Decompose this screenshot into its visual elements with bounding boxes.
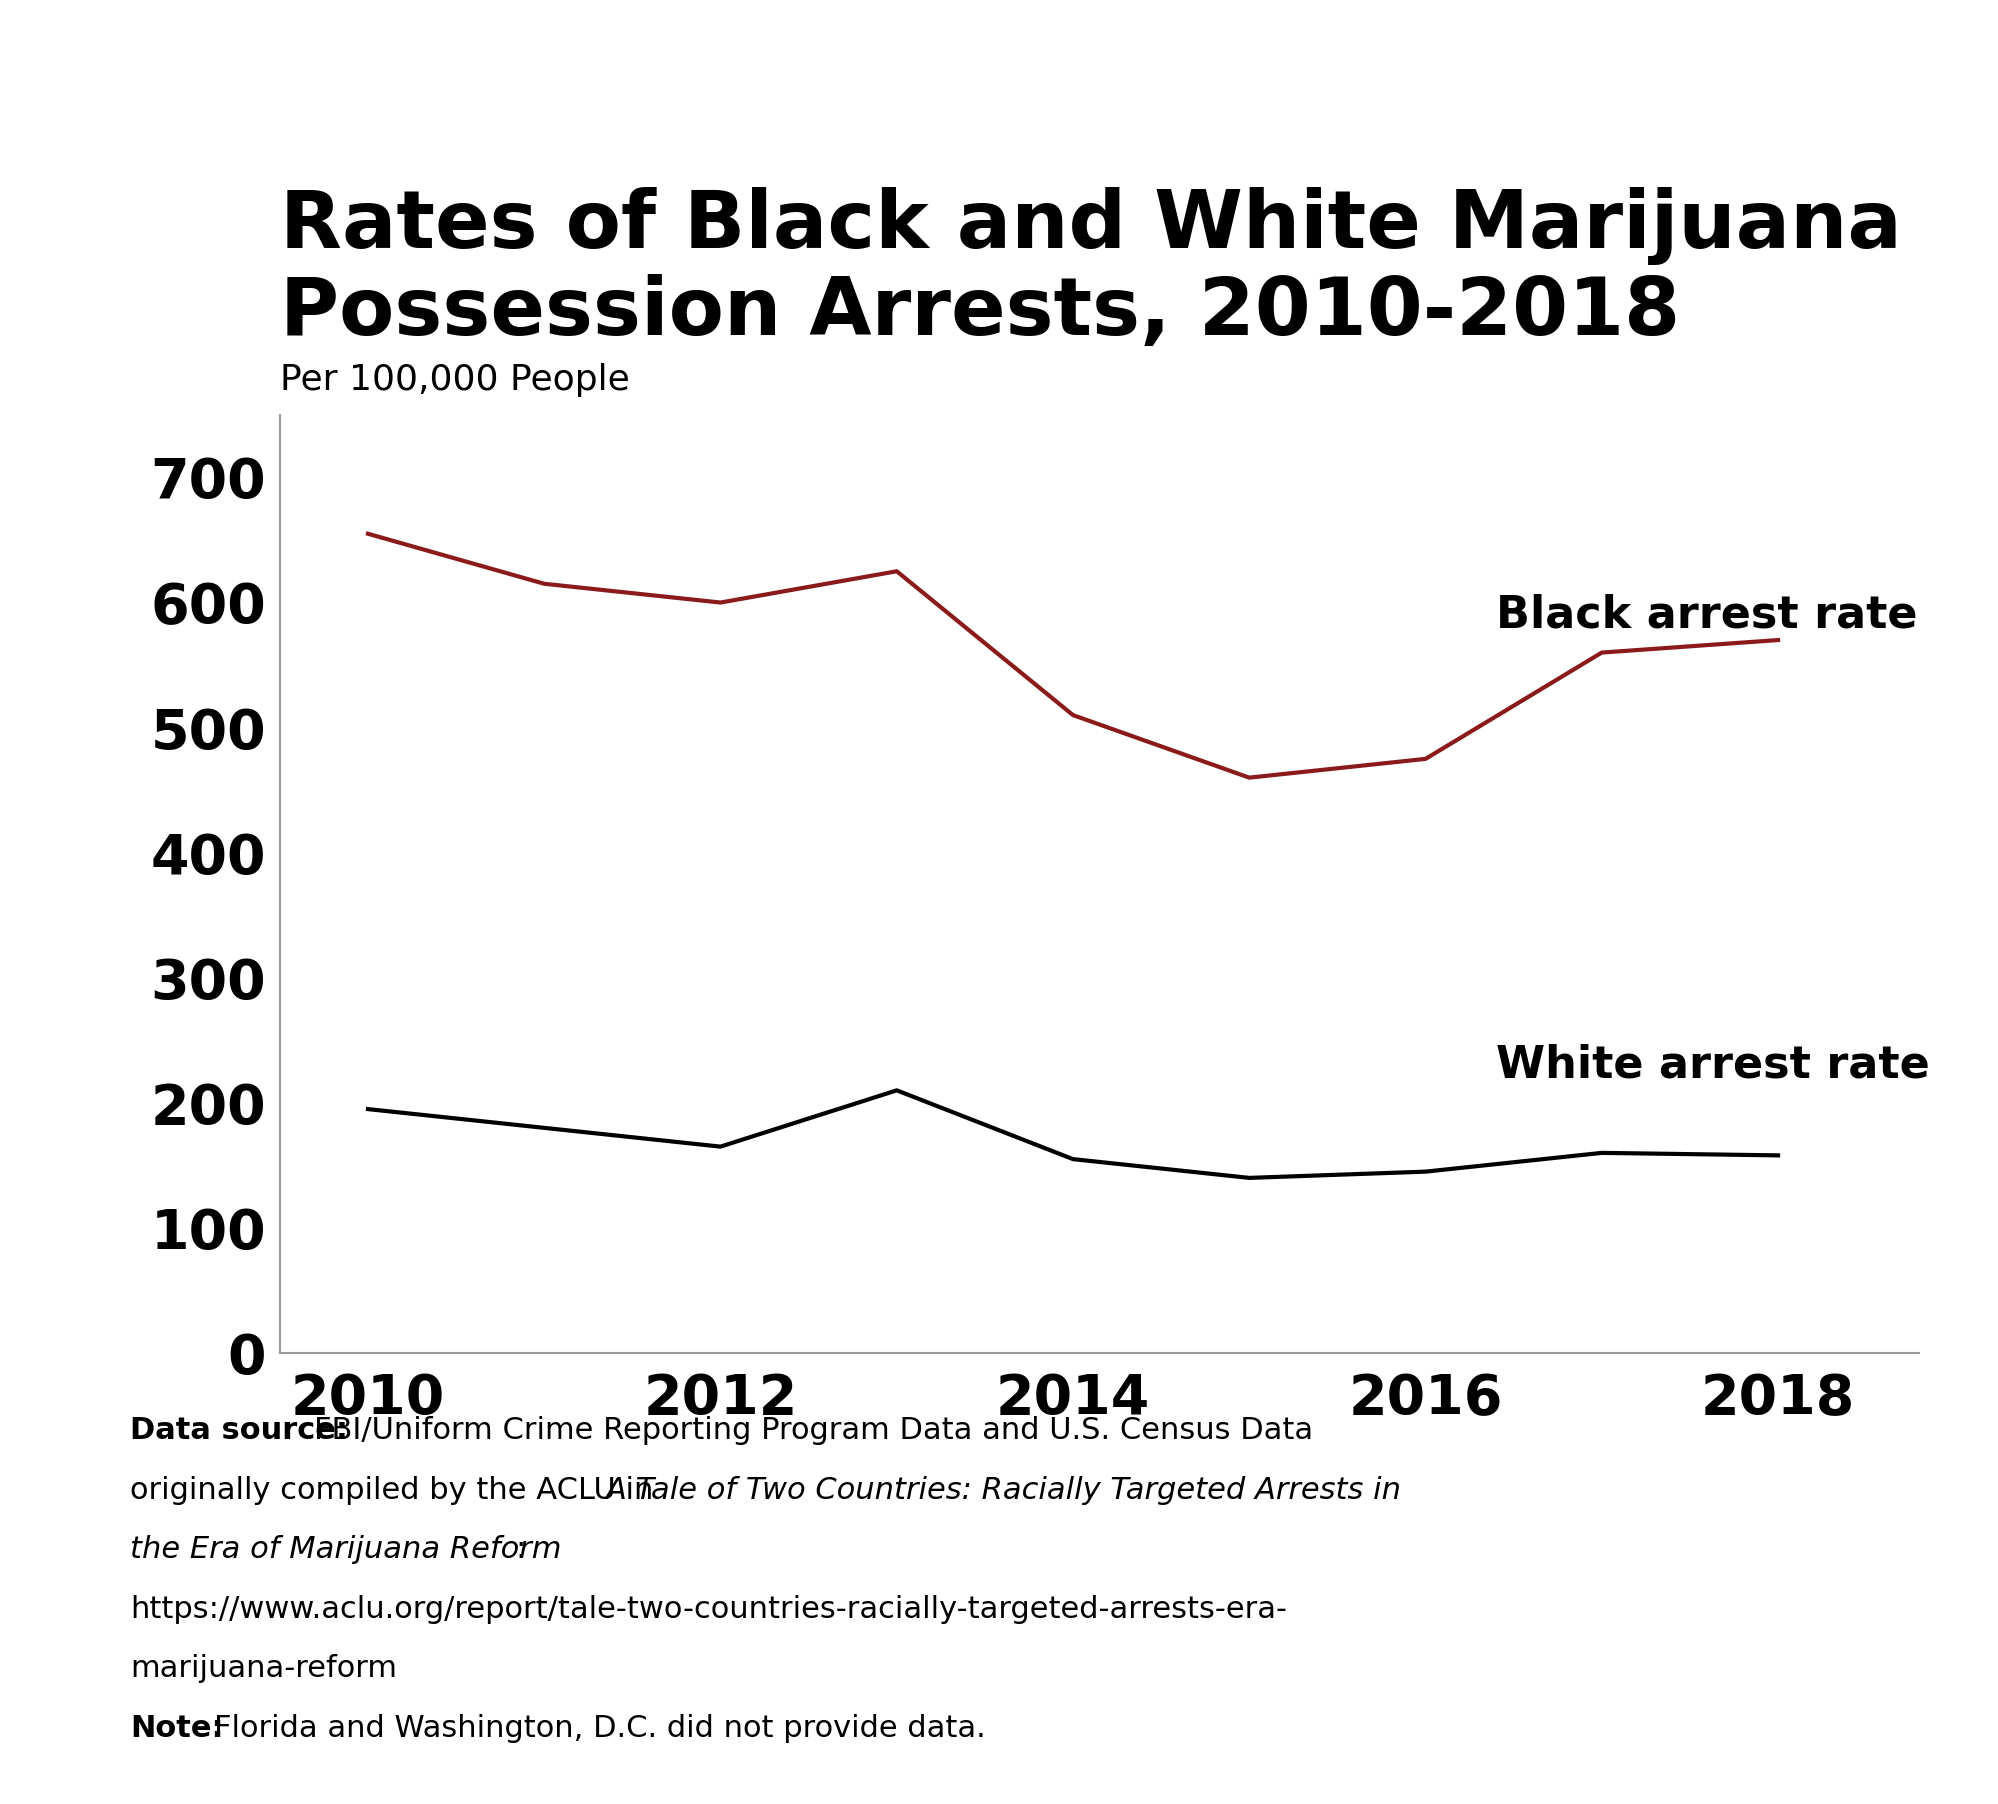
Text: marijuana-reform: marijuana-reform: [130, 1654, 398, 1683]
Text: Per 100,000 People: Per 100,000 People: [280, 363, 629, 397]
Text: White arrest rate: White arrest rate: [1495, 1045, 1928, 1086]
Text: A Tale of Two Countries: Racially Targeted Arrests in: A Tale of Two Countries: Racially Target…: [605, 1476, 1401, 1505]
Text: originally compiled by the ACLU in: originally compiled by the ACLU in: [130, 1476, 663, 1505]
Text: the Era of Marijuana Reform: the Era of Marijuana Reform: [130, 1535, 561, 1564]
Text: Note:: Note:: [130, 1714, 224, 1743]
Text: Data source:: Data source:: [130, 1416, 348, 1445]
Text: Florida and Washington, D.C. did not provide data.: Florida and Washington, D.C. did not pro…: [214, 1714, 985, 1743]
Text: https://www.aclu.org/report/tale-two-countries-racially-targeted-arrests-era-: https://www.aclu.org/report/tale-two-cou…: [130, 1595, 1287, 1624]
Text: Rates of Black and White Marijuana
Possession Arrests, 2010-2018: Rates of Black and White Marijuana Posse…: [280, 186, 1900, 352]
Text: FBI/Uniform Crime Reporting Program Data and U.S. Census Data: FBI/Uniform Crime Reporting Program Data…: [314, 1416, 1313, 1445]
Text: :: :: [515, 1535, 525, 1564]
Text: Black arrest rate: Black arrest rate: [1495, 594, 1916, 637]
